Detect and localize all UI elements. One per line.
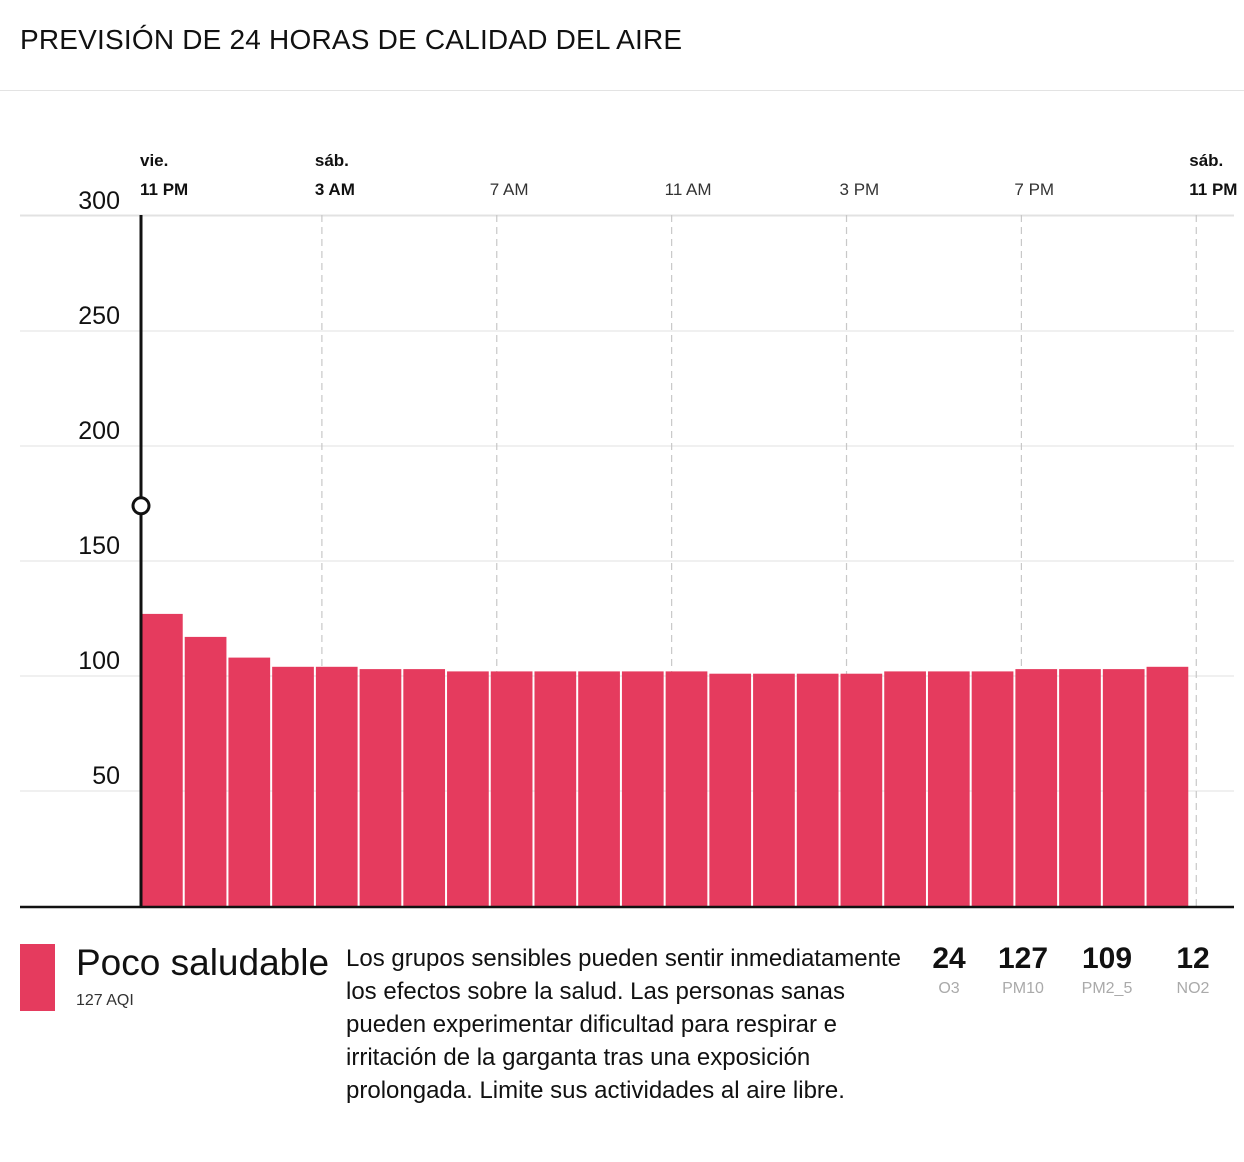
aqi-level-swatch (20, 944, 55, 1011)
bar (403, 669, 446, 907)
bar (971, 671, 1014, 907)
aqi-level-label: Poco saludable (76, 942, 330, 983)
bar (490, 671, 533, 907)
title-divider (0, 90, 1244, 91)
bar (578, 671, 620, 907)
x-tick-time-label: 11 AM (665, 180, 712, 199)
pollutant-label: PM10 (1002, 980, 1044, 997)
pollutant-pm10: 127 PM10 (978, 942, 1068, 998)
bar (796, 673, 839, 907)
x-tick-time-label: 11 PM (1189, 180, 1237, 199)
bar (315, 666, 358, 907)
bar (709, 673, 752, 907)
bar (1015, 669, 1058, 907)
x-tick-time-label: 7 AM (490, 180, 529, 199)
bar (359, 669, 402, 907)
pollutant-label: PM2_5 (1081, 980, 1133, 997)
pollutant-label: NO2 (1176, 980, 1210, 997)
y-tick-label: 100 (78, 647, 120, 675)
chart-title: PREVISIÓN DE 24 HORAS DE CALIDAD DEL AIR… (20, 24, 683, 55)
y-tick-label: 300 (78, 187, 120, 215)
pollutant-no2: 12 NO2 (1148, 942, 1238, 998)
bar (272, 666, 314, 907)
pollutant-value: 24 (932, 942, 966, 975)
pollutant-value: 109 (1081, 942, 1133, 975)
bar (228, 657, 271, 907)
y-tick-label: 50 (92, 762, 120, 790)
pollutant-pm2-5: 109 PM2_5 (1062, 942, 1152, 998)
y-tick-label: 250 (78, 302, 120, 330)
pollutant-label: O3 (938, 980, 960, 997)
bar (1146, 666, 1189, 907)
bar (753, 673, 795, 907)
pollutant-value: 127 (997, 942, 1049, 975)
aqi-forecast-chart: 50 100 150 200 250 300 vie. 11 PM sáb. 3 AM 7 AM 11… (20, 151, 1237, 909)
aqi-value-label: 127 AQI (76, 992, 134, 1009)
bar (1059, 669, 1101, 907)
bar (665, 671, 708, 907)
bar (141, 613, 183, 907)
health-description: Los grupos sensibles pueden sentir inmed… (346, 945, 902, 1104)
bar (884, 671, 926, 907)
x-tick-day-label: sáb. (315, 151, 349, 170)
y-tick-label: 200 (78, 417, 120, 445)
x-tick-day-label: sáb. (1189, 151, 1223, 170)
bar (840, 673, 883, 907)
bar (447, 671, 489, 907)
bar (184, 636, 227, 907)
x-tick-time-label: 11 PM (140, 180, 188, 199)
bar (1102, 669, 1145, 907)
current-time-marker (131, 496, 151, 516)
y-tick-label: 150 (78, 532, 120, 560)
pollutant-value: 12 (1176, 942, 1210, 975)
x-tick-time-label: 7 PM (1014, 180, 1054, 199)
bar (621, 671, 664, 907)
bar (534, 671, 577, 907)
x-tick-time-label: 3 AM (315, 180, 355, 199)
pollutant-o3: 24 O3 (904, 942, 994, 998)
x-tick-day-label: vie. (140, 151, 168, 170)
bar (927, 671, 970, 907)
x-tick-time-label: 3 PM (840, 180, 880, 199)
